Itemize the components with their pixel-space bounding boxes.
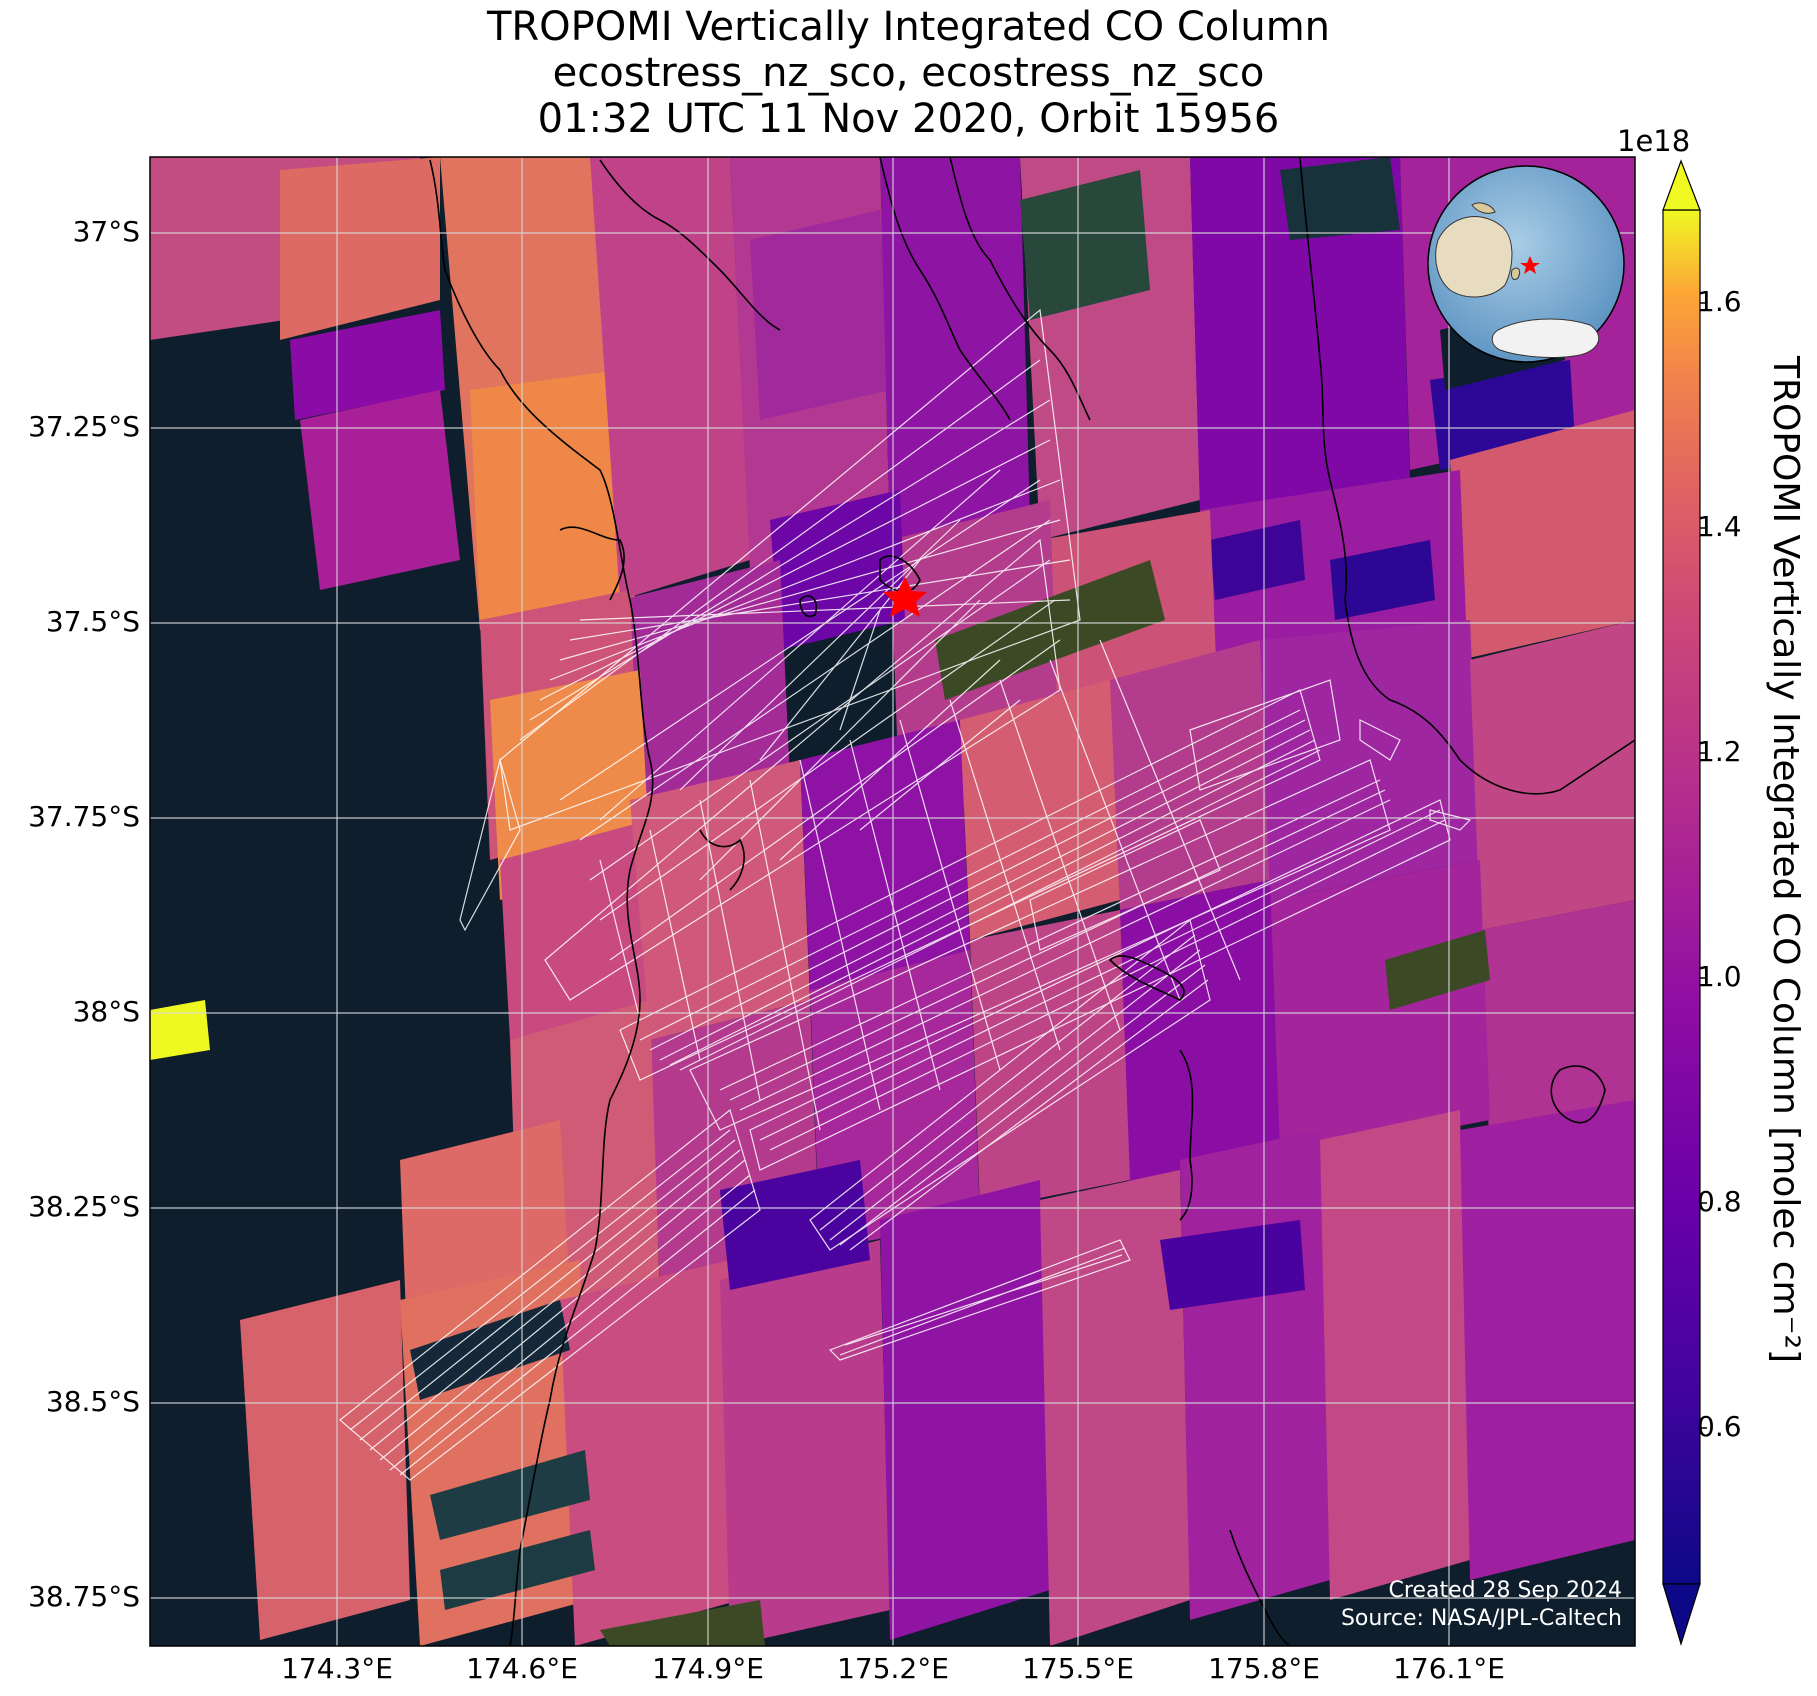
colorbar-max-extend [1662,159,1701,211]
co-column-tiles [150,157,1635,1646]
lon-tick-label: 175.5°E [1022,1652,1134,1685]
lat-tick-label: 38.25°S [28,1190,140,1223]
colorbar-tick-label: 1.2 [1697,735,1742,768]
colorbar-min-extend [1662,1583,1701,1647]
chart-title-line1: TROPOMI Vertically Integrated CO Column [486,4,1331,50]
coastlines [429,157,1635,1646]
chart-title-line2: ecostress_nz_sco, ecostress_nz_sco [552,50,1265,96]
high-value-tile [150,1000,210,1060]
chart-title-line3: 01:32 UTC 11 Nov 2020, Orbit 15956 [537,96,1280,142]
source-credit: Source: NASA/JPL-Caltech [1340,1606,1622,1631]
colorbar [1662,159,1707,1647]
lon-tick-label: 176.1°E [1393,1652,1505,1685]
lat-tick-label: 37°S [72,215,140,248]
inset-globe [1427,165,1625,363]
colorbar-tick-label: 0.6 [1697,1410,1742,1443]
graticule [150,157,1635,1646]
lon-tick-label: 174.6°E [466,1652,578,1685]
site-marker-star-icon [883,577,927,617]
colorbar-exponent: 1e18 [1617,124,1691,158]
globe-marker-star-icon [1520,256,1540,274]
lon-tick-label: 175.8°E [1208,1652,1320,1685]
colorbar-tick-label: 1.4 [1697,510,1742,543]
created-date: Created 28 Sep 2024 [1388,1578,1623,1603]
lon-tick-label: 174.3°E [281,1652,393,1685]
colorbar-tick-label: 1.6 [1697,285,1742,318]
ecostress-footprint-grids [339,308,1472,1481]
lat-tick-label: 37.75°S [28,800,140,833]
colorbar-tick-label: 0.8 [1697,1185,1742,1218]
lat-tick-label: 38.75°S [28,1580,140,1613]
lat-tick-label: 37.5°S [45,605,140,638]
colorbar-tick-label: 1.0 [1697,960,1742,993]
map-panel [150,157,1635,1646]
lon-tick-label: 174.9°E [652,1652,764,1685]
lat-tick-label: 37.25°S [28,410,140,443]
colorbar-title: TROPOMI Vertically Integrated CO Column … [1765,356,1806,1364]
lon-tick-label: 175.2°E [837,1652,949,1685]
lat-tick-label: 38°S [72,995,140,1028]
map-frame [149,156,1636,1647]
lat-tick-label: 38.5°S [45,1385,140,1418]
